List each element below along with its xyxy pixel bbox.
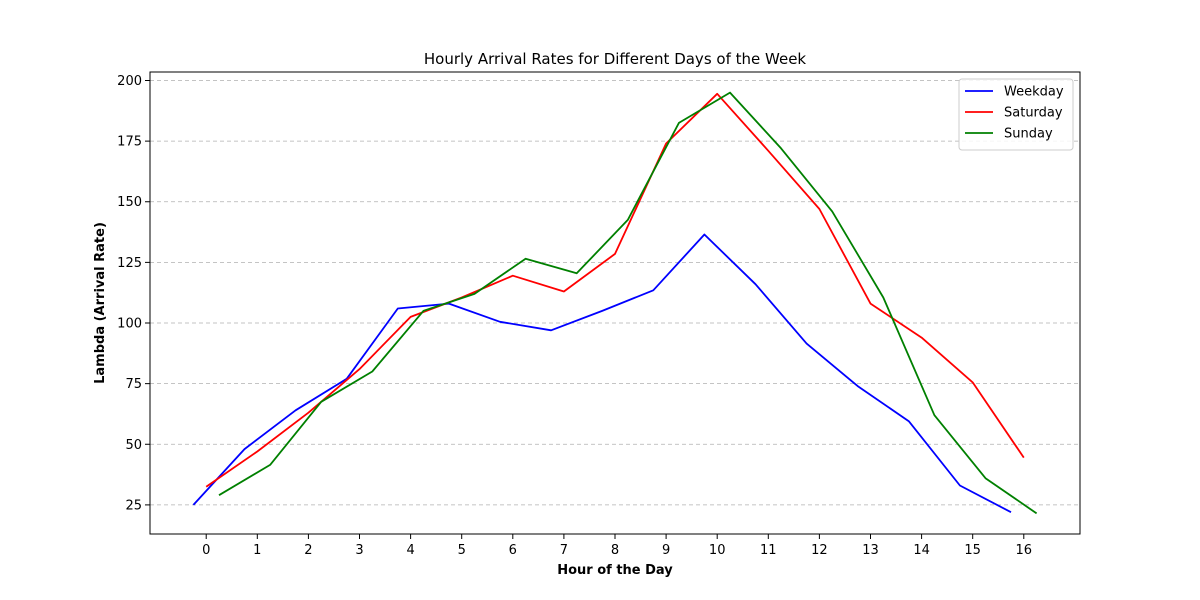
x-tick-label-9: 9 bbox=[662, 543, 670, 558]
y-tick-label-7: 200 bbox=[117, 74, 142, 89]
y-tick-label-0: 25 bbox=[125, 498, 142, 513]
y-tick-label-1: 50 bbox=[125, 438, 142, 453]
x-tick-label-6: 6 bbox=[509, 543, 517, 558]
series-line-sunday bbox=[218, 91, 1038, 515]
legend-label-weekday: Weekday bbox=[1004, 85, 1064, 100]
x-tick-label-14: 14 bbox=[913, 543, 930, 558]
x-tick-label-5: 5 bbox=[458, 543, 466, 558]
chart-title: Hourly Arrival Rates for Different Days … bbox=[424, 50, 807, 68]
y-tick-label-5: 150 bbox=[117, 195, 142, 210]
x-axis: 0 1 2 3 4 5 6 7 8 9 10 11 12 13 14 15 16 bbox=[202, 534, 1032, 558]
series-lines bbox=[192, 91, 1038, 515]
y-axis: 25 50 75 100 125 150 175 200 bbox=[117, 74, 150, 513]
x-tick-label-0: 0 bbox=[202, 543, 210, 558]
x-tick-label-11: 11 bbox=[760, 543, 777, 558]
x-tick-label-10: 10 bbox=[709, 543, 726, 558]
x-tick-label-1: 1 bbox=[253, 543, 261, 558]
series-line-weekday bbox=[192, 233, 1012, 513]
legend-label-sunday: Sunday bbox=[1004, 127, 1053, 142]
y-tick-label-2: 75 bbox=[125, 377, 142, 392]
legend: Weekday Saturday Sunday bbox=[958, 78, 1074, 151]
y-tick-label-6: 175 bbox=[117, 135, 142, 150]
x-axis-title: Hour of the Day bbox=[557, 563, 673, 578]
x-tick-label-15: 15 bbox=[964, 543, 981, 558]
x-tick-label-16: 16 bbox=[1016, 543, 1033, 558]
x-tick-label-2: 2 bbox=[304, 543, 312, 558]
legend-label-saturday: Saturday bbox=[1004, 106, 1063, 121]
y-tick-label-4: 125 bbox=[117, 256, 142, 271]
x-tick-label-12: 12 bbox=[811, 543, 828, 558]
series-line-saturday bbox=[205, 92, 1025, 488]
x-tick-label-13: 13 bbox=[862, 543, 879, 558]
grid-lines bbox=[150, 80, 1080, 506]
x-tick-label-3: 3 bbox=[355, 543, 363, 558]
y-axis-title: Lambda (Arrival Rate) bbox=[93, 222, 108, 384]
x-tick-label-7: 7 bbox=[560, 543, 568, 558]
x-tick-label-4: 4 bbox=[406, 543, 414, 558]
x-tick-label-8: 8 bbox=[611, 543, 619, 558]
y-tick-label-3: 100 bbox=[117, 317, 142, 332]
